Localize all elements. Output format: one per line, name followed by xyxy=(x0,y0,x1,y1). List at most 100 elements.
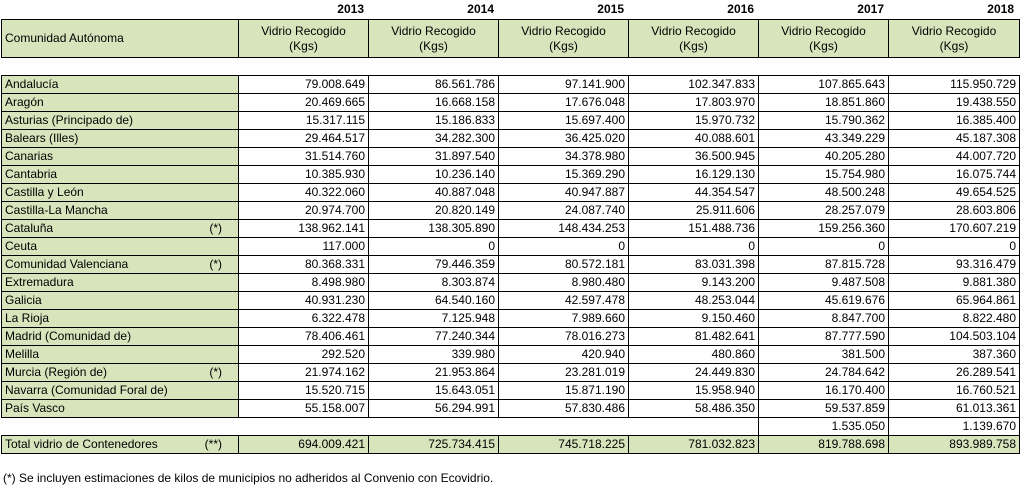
value-cell: 9.150.460 xyxy=(628,309,759,328)
table-row: Castilla y León 40.322.060 40.887.048 40.94… xyxy=(1,183,1020,202)
table-row: Ceuta 117.000 0 0 0 0 0 xyxy=(1,237,1020,256)
value-cell: 15.317.115 xyxy=(238,111,369,130)
value-cell: 79.008.649 xyxy=(238,75,369,94)
table-row: Madrid (Comunidad de) 78.406.461 77.240.34… xyxy=(1,327,1020,346)
column-header-line2: (Kgs) xyxy=(939,38,969,53)
value-cell: 31.897.540 xyxy=(368,147,499,166)
table-row: Cantabria 10.385.930 10.236.140 15.369.290 1… xyxy=(1,165,1020,184)
value-cell: 40.947.887 xyxy=(498,183,629,202)
value-cell: 48.500.248 xyxy=(758,183,889,202)
value-cell: 21.953.864 xyxy=(368,363,499,382)
glass-collection-table: Comunidad Autónoma Vidrio Recogido (Kgs) V… xyxy=(1,19,1020,454)
value-cell: 61.013.361 xyxy=(888,399,1020,418)
value-cell: 40.322.060 xyxy=(238,183,369,202)
value-cell: 0 xyxy=(498,237,629,256)
extra-values-row: 1.535.050 1.139.670 xyxy=(1,417,1020,436)
value-cell: 16.385.400 xyxy=(888,111,1020,130)
footnote-mark: (*) xyxy=(209,365,222,379)
table-row: Melilla 292.520 339.980 420.940 480.860 381.5… xyxy=(1,345,1020,364)
column-header-line1: Vidrio Recogido xyxy=(651,23,736,38)
value-cell: 87.815.728 xyxy=(758,255,889,274)
spacer-cell xyxy=(1,57,1020,76)
value-cell: 64.540.160 xyxy=(368,291,499,310)
value-cell: 40.931.230 xyxy=(238,291,369,310)
value-cell: 170.607.219 xyxy=(888,219,1020,238)
value-cell: 159.256.360 xyxy=(758,219,889,238)
table-row: Andalucía 79.008.649 86.561.786 97.141.900 1… xyxy=(1,75,1020,94)
value-cell: 78.406.461 xyxy=(238,327,369,346)
value-cell: 36.500.945 xyxy=(628,147,759,166)
value-cell: 10.236.140 xyxy=(368,165,499,184)
value-cell: 117.000 xyxy=(238,237,369,256)
value-cell: 8.303.874 xyxy=(368,273,499,292)
value-cell: 115.950.729 xyxy=(888,75,1020,94)
blank-cell xyxy=(238,417,369,436)
value-cell: 93.316.479 xyxy=(888,255,1020,274)
column-header-2015: Vidrio Recogido (Kgs) xyxy=(498,19,629,58)
value-cell: 16.075.744 xyxy=(888,165,1020,184)
region-name-cell: Canarias xyxy=(1,147,239,166)
region-name-cell: Ceuta xyxy=(1,237,239,256)
column-header-line2: (Kgs) xyxy=(809,38,838,53)
value-cell: 107.865.643 xyxy=(758,75,889,94)
value-cell: 49.654.525 xyxy=(888,183,1020,202)
table-row: Navarra (Comunidad Foral de) 15.520.715 15… xyxy=(1,381,1020,400)
column-header-line2: (Kgs) xyxy=(549,38,578,53)
value-cell: 28.603.806 xyxy=(888,201,1020,220)
value-cell: 893.989.758 xyxy=(888,435,1020,454)
value-cell: 7.125.948 xyxy=(368,309,499,328)
blank-cell xyxy=(628,417,759,436)
column-header-line1: Vidrio Recogido xyxy=(261,23,346,38)
value-cell: 102.347.833 xyxy=(628,75,759,94)
value-cell: 40.205.280 xyxy=(758,147,889,166)
value-cell: 8.980.480 xyxy=(498,273,629,292)
year-label-2013: 2013 xyxy=(337,2,364,16)
value-cell: 9.487.508 xyxy=(758,273,889,292)
region-name: Navarra (Comunidad Foral de) xyxy=(5,383,168,397)
column-header-2013: Vidrio Recogido (Kgs) xyxy=(238,19,369,58)
region-name-cell: Asturias (Principado de) xyxy=(1,111,239,130)
value-cell: 31.514.760 xyxy=(238,147,369,166)
value-cell: 48.253.044 xyxy=(628,291,759,310)
year-label-2016: 2016 xyxy=(727,2,754,16)
value-cell: 725.734.415 xyxy=(368,435,499,454)
value-cell: 17.803.970 xyxy=(628,93,759,112)
value-cell: 24.784.642 xyxy=(758,363,889,382)
region-name-cell: Murcia (Región de) (*) xyxy=(1,363,239,382)
value-cell: 23.281.019 xyxy=(498,363,629,382)
region-name-cell: Castilla-La Mancha xyxy=(1,201,239,220)
value-cell: 16.129.130 xyxy=(628,165,759,184)
region-name-cell: Madrid (Comunidad de) xyxy=(1,327,239,346)
region-name-cell: País Vasco xyxy=(1,399,239,418)
footnote: (*) Se incluyen estimaciones de kilos de… xyxy=(3,471,494,485)
column-header-line1: Vidrio Recogido xyxy=(781,23,866,38)
value-cell: 87.777.590 xyxy=(758,327,889,346)
value-cell: 694.009.421 xyxy=(238,435,369,454)
value-cell: 15.186.833 xyxy=(368,111,499,130)
table-row: Murcia (Región de) (*) 21.974.162 21.953.86… xyxy=(1,363,1020,382)
value-cell: 26.289.541 xyxy=(888,363,1020,382)
value-cell: 28.257.079 xyxy=(758,201,889,220)
blank-cell xyxy=(368,417,499,436)
value-cell: 40.088.601 xyxy=(628,129,759,148)
blank-cell xyxy=(498,417,629,436)
region-name: Aragón xyxy=(5,95,44,109)
table-row: Balears (Illes) 29.464.517 34.282.300 36.42… xyxy=(1,129,1020,148)
value-cell: 292.520 xyxy=(238,345,369,364)
region-name-cell: Melilla xyxy=(1,345,239,364)
region-name-cell: La Rioja xyxy=(1,309,239,328)
total-row: Total vidrio de Contenedores (**) 694.009.… xyxy=(1,435,1020,454)
region-name-cell: Comunidad Valenciana (*) xyxy=(1,255,239,274)
value-cell: 97.141.900 xyxy=(498,75,629,94)
value-cell: 57.830.486 xyxy=(498,399,629,418)
table-row: La Rioja 6.322.478 7.125.948 7.989.660 9.150… xyxy=(1,309,1020,328)
value-cell: 15.754.980 xyxy=(758,165,889,184)
value-cell: 77.240.344 xyxy=(368,327,499,346)
column-header-line2: (Kgs) xyxy=(289,38,318,53)
column-header-line2: (Kgs) xyxy=(419,38,448,53)
region-name: Total vidrio de Contenedores xyxy=(5,437,158,451)
region-name-cell: Castilla y León xyxy=(1,183,239,202)
footnote-mark: (**) xyxy=(204,437,222,451)
value-cell: 1.139.670 xyxy=(888,417,1020,436)
year-header-row: 2013 2014 2015 2016 2017 2018 xyxy=(0,0,1020,18)
